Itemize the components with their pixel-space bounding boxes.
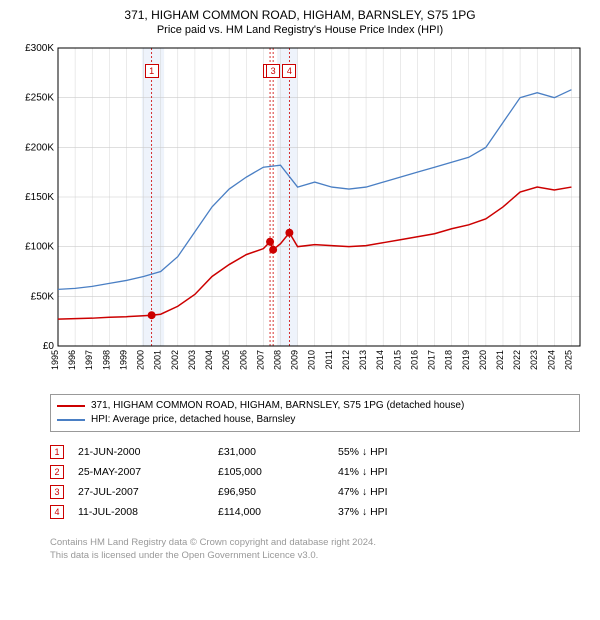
table-row: 2 25-MAY-2007£105,00041% ↓ HPI	[50, 462, 580, 482]
legend: 371, HIGHAM COMMON ROAD, HIGHAM, BARNSLE…	[50, 394, 580, 432]
footer-line-2: This data is licensed under the Open Gov…	[50, 549, 580, 562]
row-marker: 1	[50, 445, 64, 459]
row-date: 21-JUN-2000	[78, 446, 218, 458]
row-marker: 2	[50, 465, 64, 479]
table-row: 4 11-JUL-2008£114,00037% ↓ HPI	[50, 502, 580, 522]
event-marker-overlay: 1234	[10, 42, 590, 382]
row-date: 11-JUL-2008	[78, 506, 218, 518]
price-paid-table: 1 21-JUN-2000£31,00055% ↓ HPI 2 25-MAY-2007…	[50, 442, 580, 522]
table-row: 1 21-JUN-2000£31,00055% ↓ HPI	[50, 442, 580, 462]
title-line-1: 371, HIGHAM COMMON ROAD, HIGHAM, BARNSLE…	[10, 8, 590, 22]
row-date: 27-JUL-2007	[78, 486, 218, 498]
table-row: 3 27-JUL-2007£96,95047% ↓ HPI	[50, 482, 580, 502]
footer-attribution: Contains HM Land Registry data © Crown c…	[50, 536, 580, 562]
row-price: £96,950	[218, 486, 338, 498]
event-marker-1: 1	[145, 64, 159, 78]
legend-swatch	[57, 405, 85, 407]
legend-item: 371, HIGHAM COMMON ROAD, HIGHAM, BARNSLE…	[57, 399, 573, 413]
event-marker-4: 4	[282, 64, 296, 78]
legend-item: HPI: Average price, detached house, Barn…	[57, 413, 573, 427]
row-delta: 47% ↓ HPI	[338, 486, 458, 498]
row-marker: 4	[50, 505, 64, 519]
legend-swatch	[57, 419, 85, 421]
legend-label: HPI: Average price, detached house, Barn…	[91, 413, 295, 427]
event-marker-3: 3	[266, 64, 280, 78]
row-delta: 55% ↓ HPI	[338, 446, 458, 458]
row-marker: 3	[50, 485, 64, 499]
row-delta: 41% ↓ HPI	[338, 466, 458, 478]
row-price: £114,000	[218, 506, 338, 518]
footer-line-1: Contains HM Land Registry data © Crown c…	[50, 536, 580, 549]
row-delta: 37% ↓ HPI	[338, 506, 458, 518]
title-line-2: Price paid vs. HM Land Registry's House …	[10, 24, 590, 36]
legend-label: 371, HIGHAM COMMON ROAD, HIGHAM, BARNSLE…	[91, 399, 464, 413]
row-price: £105,000	[218, 466, 338, 478]
chart-area: £0£50K£100K£150K£200K£250K£300K199519961…	[10, 42, 590, 382]
figure-wrap: 371, HIGHAM COMMON ROAD, HIGHAM, BARNSLE…	[0, 0, 600, 572]
titles: 371, HIGHAM COMMON ROAD, HIGHAM, BARNSLE…	[10, 8, 590, 36]
row-price: £31,000	[218, 446, 338, 458]
row-date: 25-MAY-2007	[78, 466, 218, 478]
